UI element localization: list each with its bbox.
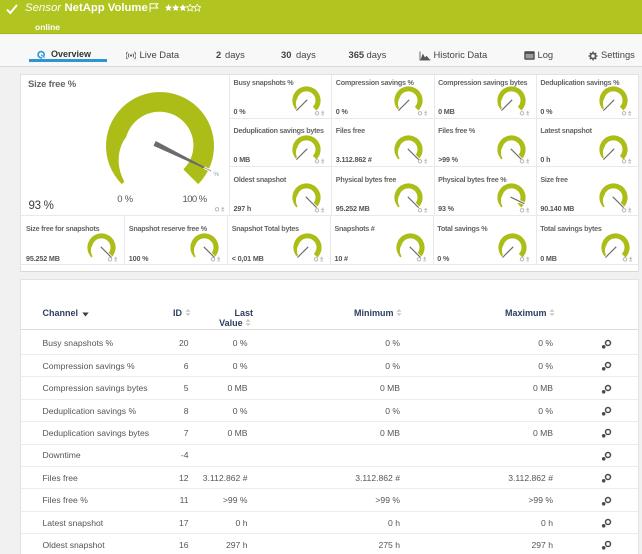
svg-text:%: % [213,170,219,177]
